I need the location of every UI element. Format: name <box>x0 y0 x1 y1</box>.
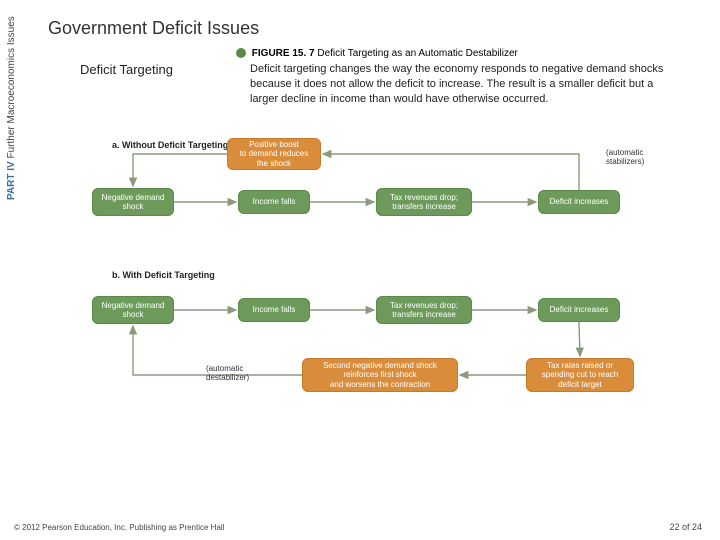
part-number: PART IV <box>6 161 17 200</box>
side-note: (automatic stabilizers) <box>606 148 644 166</box>
flow-node: Income falls <box>238 298 310 322</box>
flow-node: Tax rates raised or spending cut to reac… <box>526 358 634 392</box>
flow-node: Tax revenues drop; transfers increase <box>376 296 472 324</box>
flow-node: Negative demand shock <box>92 296 174 324</box>
sidebar-part-label: PART IV Further Macroeconomics Issues <box>6 16 17 200</box>
figure-label: FIGURE 15. 7 Deficit Targeting as an Aut… <box>236 48 518 59</box>
diagram-area: a. Without Deficit Targeting Negative dem… <box>76 140 676 460</box>
flow-node: Negative demand shock <box>92 188 174 216</box>
figure-prefix: FIGURE 15. 7 <box>252 48 315 59</box>
page-title: Government Deficit Issues <box>48 18 259 39</box>
flow-node: Deficit increases <box>538 298 620 322</box>
flow-node: Deficit increases <box>538 190 620 214</box>
flow-node: Second negative demand shock reinforces … <box>302 358 458 392</box>
side-note: (automatic destabilizer) <box>206 364 249 382</box>
figure-bullet-icon <box>236 48 246 58</box>
flow-node: Positive boost to demand reduces the sho… <box>227 138 321 170</box>
page-number: 22 of 24 <box>669 522 702 532</box>
part-text: Further Macroeconomics Issues <box>6 16 17 158</box>
flow-node: Income falls <box>238 190 310 214</box>
sub-label: b. With Deficit Targeting <box>112 270 215 280</box>
sub-label: a. Without Deficit Targeting <box>112 140 228 150</box>
figure-caption: Deficit targeting changes the way the ec… <box>250 62 670 107</box>
copyright: © 2012 Pearson Education, Inc. Publishin… <box>14 523 224 532</box>
figure-title: Deficit Targeting as an Automatic Destab… <box>317 48 517 59</box>
flow-node: Tax revenues drop; transfers increase <box>376 188 472 216</box>
section-label: Deficit Targeting <box>80 62 173 77</box>
